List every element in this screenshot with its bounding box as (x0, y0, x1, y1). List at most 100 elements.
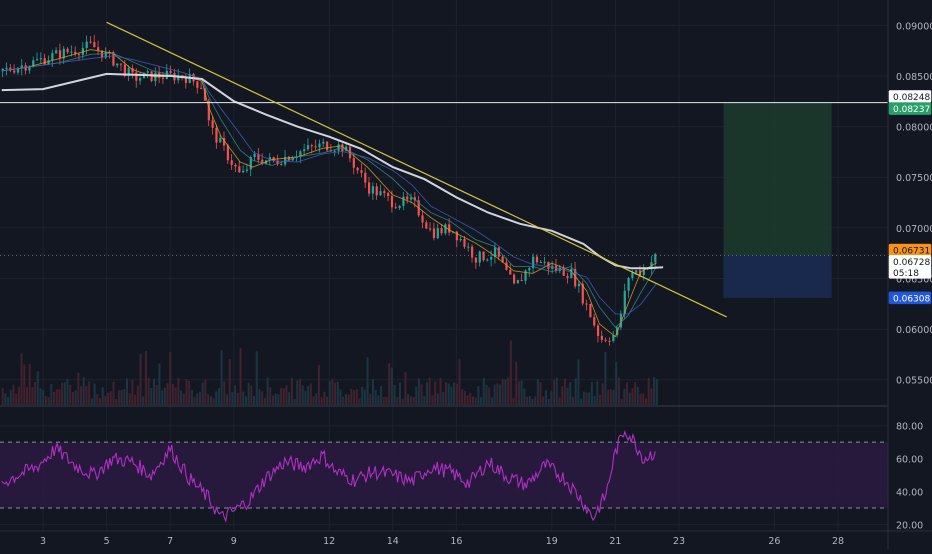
candle-body (474, 257, 478, 263)
volume-bar (147, 377, 150, 405)
volume-bar (436, 393, 439, 405)
volume-bar (277, 394, 280, 405)
candle-body (123, 64, 126, 77)
price-tick-label: 0.07500 (896, 173, 932, 184)
candle-body (566, 275, 569, 278)
volume-bar (144, 351, 147, 405)
volume-bar (82, 377, 85, 405)
candle-body (516, 280, 520, 284)
volume-bar (309, 383, 312, 405)
candle-body (104, 51, 107, 58)
candle-body (436, 228, 439, 239)
volume-bar (650, 388, 653, 405)
price-axis[interactable]: 0.09000 0.08500 0.08000 0.07500 0.07000 0.065… (896, 21, 932, 386)
volume-bar (499, 384, 502, 405)
price-label-outline: 0.06728 (893, 258, 930, 268)
rsi-axis[interactable]: 80.00 60.00 40.00 20.00 (896, 422, 923, 532)
ma-short-line (1, 49, 657, 338)
volume-bar (399, 382, 402, 405)
candle-body (513, 274, 516, 284)
volume-bar (636, 387, 639, 405)
volume-bar (315, 393, 318, 405)
candle-body (13, 70, 16, 73)
volume-bar (423, 396, 426, 405)
volume-bar (247, 382, 250, 405)
volume-bar (166, 383, 169, 405)
time-tick-label: 7 (167, 536, 173, 547)
candle-body (379, 191, 382, 196)
volume-bar (350, 389, 353, 405)
candle-body (390, 196, 394, 208)
volume-bar (42, 390, 45, 405)
candle-body (383, 191, 386, 194)
volume-bar (161, 390, 164, 405)
rsi-tick-label: 20.00 (896, 520, 923, 531)
volume-bar (4, 393, 7, 405)
volume-bar (61, 382, 64, 405)
volume-bar (53, 391, 56, 405)
volume-bar (471, 396, 474, 405)
volume-bar (1, 388, 4, 405)
volume-bar (553, 379, 556, 405)
trendline[interactable] (106, 21, 727, 318)
time-tick-label: 23 (673, 536, 685, 547)
volume-bar (12, 384, 15, 405)
volume-bar (469, 392, 472, 405)
candle-body (448, 224, 451, 233)
position-stop-zone[interactable] (723, 255, 832, 298)
volume-bar (239, 348, 242, 405)
volume-bar (358, 398, 361, 405)
candle-body (604, 339, 607, 341)
volume-bar (136, 385, 139, 405)
volume-bar (526, 396, 529, 405)
position-target-zone[interactable] (723, 102, 832, 256)
volume-bar (571, 396, 574, 405)
volume-bar (628, 392, 631, 405)
price-label-outline: 0.08248 (893, 93, 930, 103)
candle-body (364, 172, 367, 183)
candle-body (261, 159, 264, 164)
candle-body (55, 50, 58, 54)
volume-bar (401, 398, 404, 405)
time-tick-label: 12 (323, 536, 335, 547)
volume-bar (407, 394, 410, 405)
volume-bar (480, 397, 483, 405)
candle-body (242, 170, 245, 173)
candle-body (501, 256, 504, 263)
candle-body (116, 63, 119, 66)
volume-bar (515, 361, 518, 405)
candle-body (36, 59, 39, 61)
volume-bar (285, 385, 288, 405)
volume-bar (261, 391, 264, 405)
volume-bar (615, 362, 618, 405)
candle-body (169, 70, 172, 73)
candle-body (89, 41, 92, 43)
volume-bar (642, 393, 645, 405)
volume-bar (501, 379, 504, 405)
volume-bar (171, 384, 174, 405)
volume-bar (198, 391, 201, 405)
volume-bar (323, 391, 326, 405)
candle-body (493, 247, 497, 258)
volume-bar (150, 388, 153, 405)
candle-body (230, 160, 233, 165)
candle-body (291, 157, 294, 161)
candle-body (310, 145, 313, 147)
volume-bar (620, 398, 623, 405)
volume-bar (15, 393, 18, 405)
candle-body (299, 151, 302, 157)
candle-body (177, 75, 180, 81)
candle-body (471, 246, 474, 258)
volume-bar (577, 359, 580, 405)
volume-bar (539, 382, 542, 405)
rsi-tick-label: 40.00 (896, 488, 923, 499)
volume-bar (504, 379, 507, 405)
volume-bar (28, 364, 31, 405)
volume-bar (274, 393, 277, 405)
volume-bar (580, 398, 583, 405)
volume-bar (158, 363, 161, 405)
volume-bar (496, 383, 499, 405)
time-axis[interactable]: 3 5 7 9 12 14 16 19 21 23 26 28 (40, 536, 844, 547)
